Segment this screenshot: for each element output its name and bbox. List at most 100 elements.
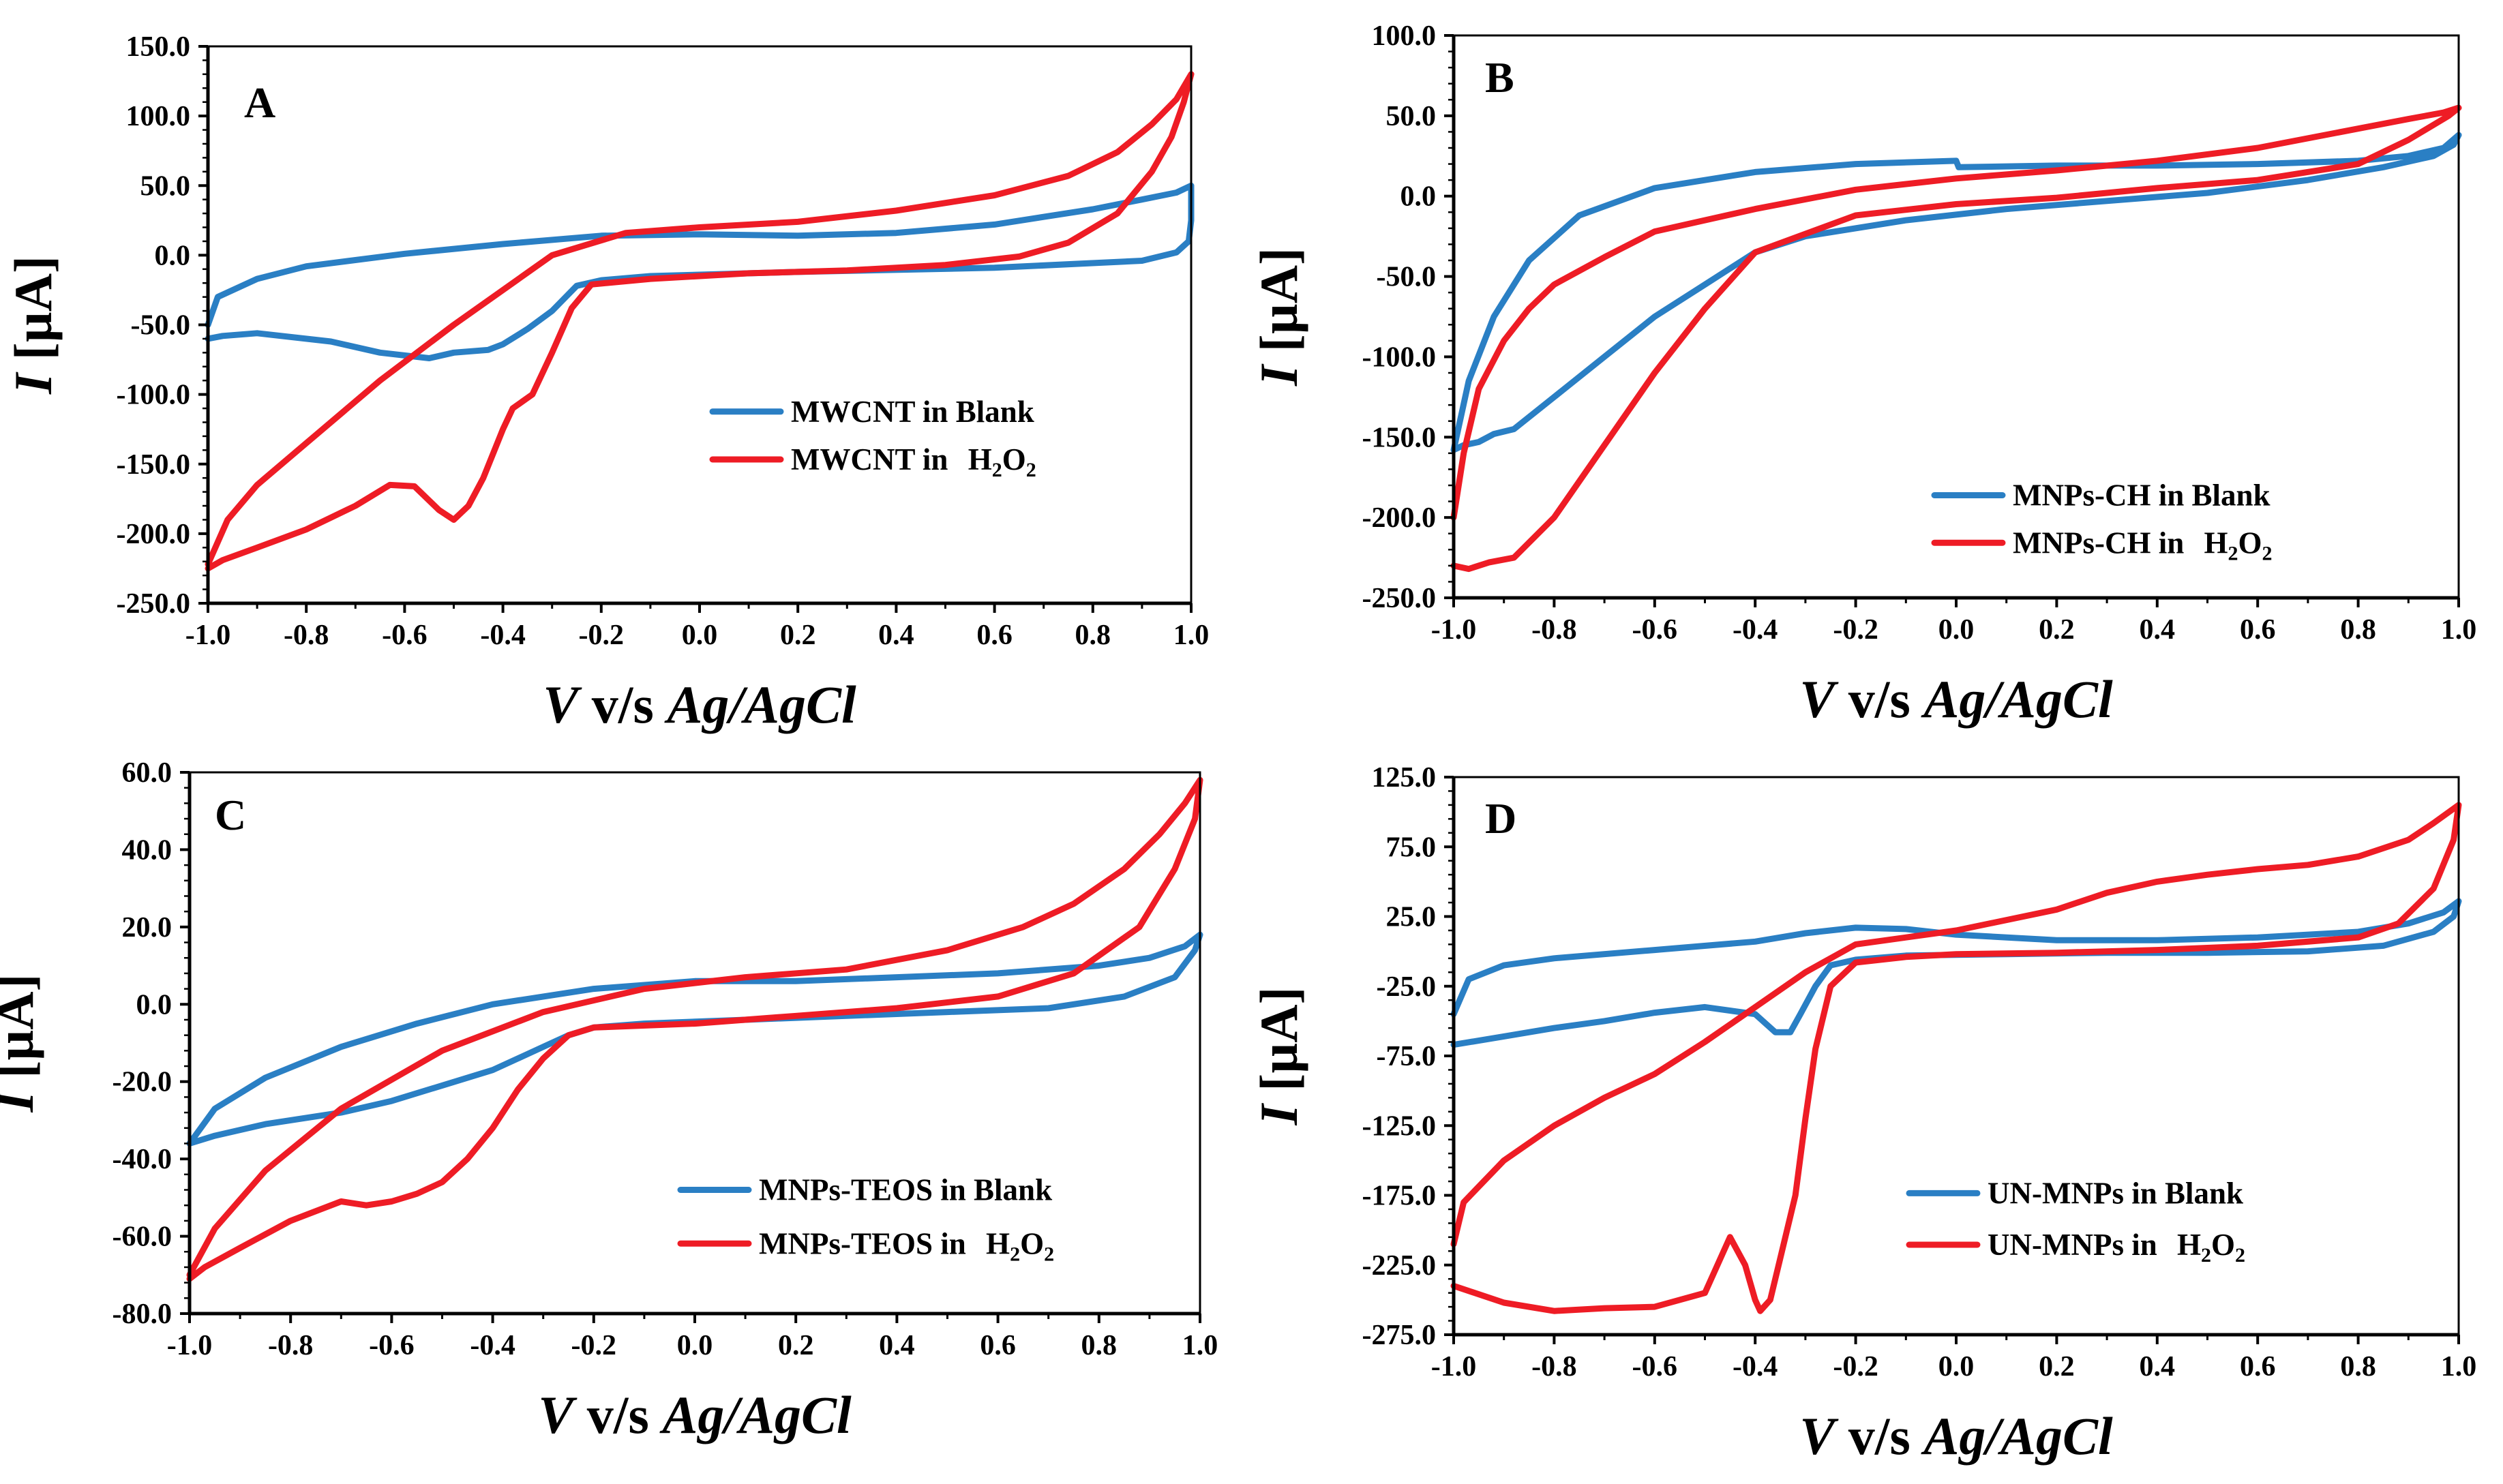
- x-tick-label: 1.0: [1182, 1330, 1218, 1361]
- x-tick-label: 0.2: [780, 620, 816, 651]
- y-tick-label: 75.0: [1386, 832, 1437, 863]
- y-tick-label: 20.0: [122, 912, 173, 943]
- x-tick-label: -0.6: [1632, 1351, 1678, 1382]
- legend-entry: MWCNT in Blank: [791, 395, 1034, 429]
- y-tick-label: -20.0: [113, 1067, 173, 1098]
- x-tick-label: -0.4: [470, 1330, 515, 1361]
- y-tick-label: -150.0: [1362, 422, 1437, 453]
- legend-entry-text: MWCNT in: [791, 442, 956, 476]
- x-axis-title: V v/s Ag/AgCl: [1799, 669, 2113, 729]
- x-axis-title-v: V: [1799, 669, 1839, 729]
- x-tick-label: -0.6: [1632, 614, 1678, 646]
- y-tick-label: 0.0: [155, 240, 191, 271]
- y-tick-label: 125.0: [1372, 762, 1437, 793]
- y-tick-label: -250.0: [117, 588, 191, 620]
- x-tick-label: -0.2: [571, 1330, 617, 1361]
- x-tick-label: -1.0: [1431, 614, 1477, 646]
- x-tick-label: -0.2: [1833, 1351, 1878, 1382]
- x-tick-label: -1.0: [1431, 1351, 1477, 1382]
- x-tick-label: -1.0: [185, 620, 231, 651]
- y-axis-title: I [µA]: [3, 256, 63, 395]
- legend-formula-sub1: 2: [2201, 1244, 2211, 1267]
- legend-entry: UN-MNPs in H2O2: [1988, 1228, 2245, 1267]
- x-tick-label: -0.4: [1733, 614, 1778, 646]
- y-tick-label: 100.0: [1372, 20, 1437, 52]
- y-tick-label: 50.0: [1386, 101, 1437, 132]
- legend-formula-sub2: 2: [2235, 1244, 2245, 1267]
- x-axis-title-ref: Ag/AgCl: [1920, 1406, 2113, 1466]
- plot-frame: [1452, 34, 2460, 599]
- x-tick-label: -0.6: [382, 620, 428, 651]
- legend-formula-sub1: 2: [992, 459, 1002, 481]
- x-axis-title-ref: Ag/AgCl: [663, 675, 856, 734]
- x-tick-label: 0.0: [1938, 614, 1975, 646]
- legend-entry-text: MNPs-CH in Blank: [2013, 479, 2270, 513]
- y-axis-title-i: I: [0, 1090, 44, 1113]
- y-tick-label: 40.0: [122, 834, 173, 866]
- y-axis-title-unit: [µA]: [3, 256, 63, 374]
- x-tick-label: 0.8: [2340, 614, 2376, 646]
- plot-frame: [207, 45, 1193, 605]
- y-tick-label: -80.0: [113, 1299, 173, 1330]
- x-tick-label: 0.2: [2039, 1351, 2075, 1382]
- x-axis-title-mid: v/s: [573, 1385, 662, 1444]
- x-axis-title-v: V: [538, 1385, 578, 1444]
- legend-formula-sub1: 2: [1010, 1243, 1020, 1265]
- y-tick-label: -75.0: [1377, 1041, 1437, 1072]
- x-tick-label: 0.6: [2240, 614, 2276, 646]
- y-axis-title-unit: [µA]: [1249, 247, 1308, 365]
- y-tick-label: -50.0: [1377, 262, 1437, 293]
- legend-entry-text: UN-MNPs in Blank: [1988, 1176, 2243, 1210]
- series-line-blank: [1450, 132, 2462, 453]
- panel-label: C: [215, 791, 246, 839]
- x-tick-label: 0.0: [677, 1330, 713, 1361]
- x-tick-label: -0.2: [1833, 614, 1878, 646]
- x-axis-title-ref: Ag/AgCl: [1920, 669, 2113, 729]
- legend-formula-h: H: [968, 442, 992, 476]
- legend-formula-sub1: 2: [2228, 542, 2238, 564]
- legend-entry-text: MNPs-CH in: [2013, 526, 2192, 560]
- panel-label: B: [1485, 53, 1514, 102]
- legend-formula-o: O: [2238, 526, 2262, 560]
- x-axis-title-mid: v/s: [1835, 669, 1923, 729]
- x-tick-label: -0.8: [1531, 1351, 1577, 1382]
- legend-entry-text: UN-MNPs in: [1988, 1228, 2165, 1262]
- x-tick-label: -0.2: [579, 620, 625, 651]
- legend-entry: MNPs-CH in H2O2: [2013, 526, 2273, 564]
- y-tick-label: -25.0: [1377, 971, 1437, 1003]
- x-axis-title-mid: v/s: [1835, 1406, 1923, 1466]
- x-tick-label: -0.8: [284, 620, 329, 651]
- series-line-h2o2: [186, 776, 1203, 1282]
- y-tick-label: 0.0: [1400, 181, 1437, 213]
- y-tick-label: -150.0: [117, 449, 191, 481]
- x-tick-label: -0.4: [1733, 1351, 1778, 1382]
- x-tick-label: -0.4: [480, 620, 526, 651]
- panel-b: -1.0 -0.8 -0.6 -0.4 -0.2 0.0 0.2 0.4 0.6 0.8 1.0 -2…: [1249, 20, 2476, 729]
- x-tick-label: -0.6: [369, 1330, 415, 1361]
- x-tick-label: 0.8: [1075, 620, 1111, 651]
- x-tick-label: 0.8: [1081, 1330, 1118, 1361]
- x-tick-label: 0.2: [778, 1330, 814, 1361]
- legend-entry-text: MNPs-TEOS in: [759, 1226, 974, 1260]
- legend-formula-sub2: 2: [2262, 542, 2273, 564]
- x-tick-label: 0.6: [976, 620, 1013, 651]
- x-tick-label: 0.4: [879, 1330, 915, 1361]
- y-tick-label: -40.0: [113, 1144, 173, 1175]
- x-axis-title-mid: v/s: [578, 675, 667, 734]
- y-axis-title: I [µA]: [0, 973, 44, 1112]
- y-tick-label: -200.0: [117, 519, 191, 550]
- legend-entry-text: MWCNT in Blank: [791, 395, 1034, 429]
- legend-formula-sub2: 2: [1026, 459, 1036, 481]
- series-line-h2o2: [205, 71, 1195, 572]
- panel-c: -1.0 -0.8 -0.6 -0.4 -0.2 0.0 0.2 0.4 0.6 0.8 1.0 -8…: [0, 757, 1218, 1444]
- x-tick-label: 0.2: [2039, 614, 2075, 646]
- y-tick-label: -175.0: [1362, 1181, 1437, 1212]
- x-tick-label: 0.6: [2240, 1351, 2276, 1382]
- y-tick-label: 60.0: [122, 757, 173, 789]
- legend-formula-h: H: [2204, 526, 2228, 560]
- x-tick-label: 1.0: [1173, 620, 1210, 651]
- x-tick-label: 0.4: [878, 620, 914, 651]
- y-tick-label: -60.0: [113, 1222, 173, 1253]
- legend-entry: MNPs-TEOS in H2O2: [759, 1226, 1054, 1265]
